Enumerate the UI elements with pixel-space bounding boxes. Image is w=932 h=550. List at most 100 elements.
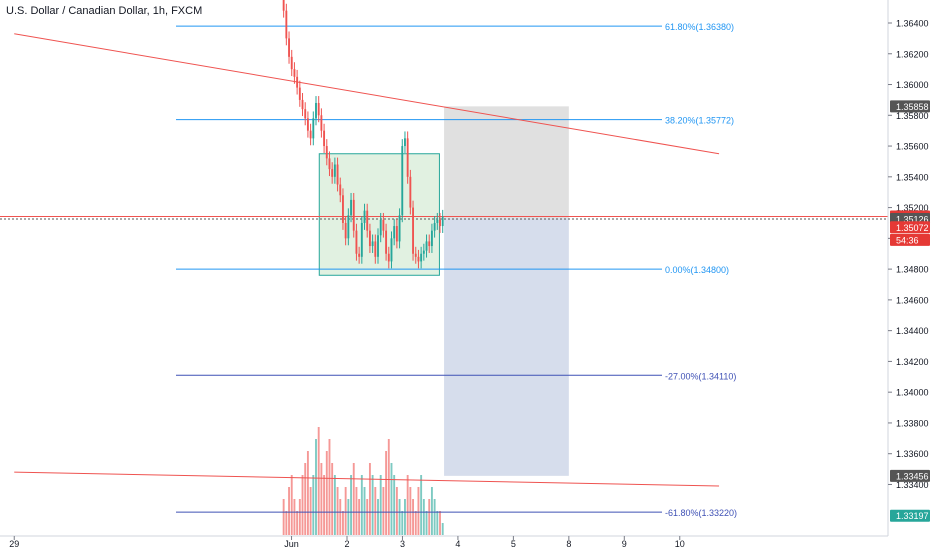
candle-body <box>363 210 366 223</box>
volume-bar <box>425 511 428 535</box>
candle-body <box>347 215 350 239</box>
volume-bar <box>342 511 344 535</box>
volume-bar <box>363 487 366 535</box>
volume-bar <box>430 487 433 535</box>
volume-bar <box>406 475 409 535</box>
candle-body <box>282 0 285 11</box>
volume-bars <box>282 427 444 535</box>
candle-body <box>315 102 317 119</box>
volume-bar <box>441 523 444 535</box>
candle-body <box>360 222 363 257</box>
volume-bar <box>390 463 393 535</box>
price-tag-label: 1.35072 <box>896 223 929 233</box>
candle-body <box>417 256 420 262</box>
candle-body <box>328 158 331 170</box>
fib-level-label: 61.80%(1.36380) <box>665 22 734 32</box>
candle-body <box>344 222 347 239</box>
fib-level-label: -27.00%(1.34110) <box>665 371 736 381</box>
price-tick-label: 1.33800 <box>896 418 929 428</box>
volume-bar <box>293 499 296 535</box>
candle-body <box>304 109 307 119</box>
candle-body <box>368 230 371 247</box>
price-tick-label: 1.36000 <box>896 80 929 90</box>
volume-bar <box>285 511 288 535</box>
price-tag-label: 1.35858 <box>896 102 929 112</box>
volume-bar <box>317 427 320 535</box>
candle-body <box>390 238 393 262</box>
volume-bar <box>387 439 390 535</box>
price-tick-label: 1.35600 <box>896 142 929 152</box>
trendline <box>14 471 720 487</box>
volume-bar <box>358 499 361 535</box>
candle-body <box>414 253 417 257</box>
candles <box>282 0 444 269</box>
candle-body <box>430 230 433 247</box>
candle-body <box>425 241 428 251</box>
time-tick-label: 5 <box>511 539 516 549</box>
candle-body <box>385 230 388 254</box>
volume-bar <box>304 463 307 535</box>
candle-body <box>382 219 385 231</box>
symbol-title[interactable]: U.S. Dollar / Canadian Dollar, 1h, FXCM <box>6 5 203 17</box>
candle-body <box>350 199 352 216</box>
volume-bar <box>290 475 293 535</box>
time-tick-label: 9 <box>622 539 627 549</box>
candle-body <box>285 10 288 39</box>
price-axis[interactable]: 1.36400 1.36200 1.36000 1.35800 1.35600 1.354… <box>887 0 930 536</box>
candle-body <box>296 76 299 88</box>
volume-bar <box>414 511 417 535</box>
volume-bar <box>439 511 441 535</box>
candle-body <box>355 230 358 254</box>
fibonacci-levels[interactable]: 61.80%(1.36380) 38.20%(1.35772) 0.00%(1.34… <box>176 22 737 518</box>
price-tag-box <box>890 469 930 482</box>
price-tick-label: 1.35200 <box>896 203 929 213</box>
candle-body <box>428 241 431 247</box>
candle-body <box>358 253 361 257</box>
candle-body <box>393 226 396 239</box>
candle-body <box>312 118 315 139</box>
position-tool[interactable] <box>444 106 569 476</box>
candle-body <box>352 199 355 231</box>
price-tick-label: 1.34800 <box>896 265 929 275</box>
candle-body <box>395 226 398 242</box>
price-tick-label: 1.34200 <box>896 357 929 367</box>
candle-body <box>404 138 406 147</box>
candle-body <box>342 195 344 223</box>
volume-bar <box>323 475 326 535</box>
time-axis[interactable]: 29 Jun 2 3 4 5 8 9 10 <box>0 535 888 549</box>
price-tag-label: 1.33456 <box>896 471 929 481</box>
candle-body <box>439 219 441 227</box>
candle-body <box>366 210 369 231</box>
price-tick-label: 1.34600 <box>896 295 929 305</box>
fib-level-label: -61.80%(1.33220) <box>665 508 737 518</box>
volume-bar <box>436 511 439 535</box>
volume-bar <box>379 475 382 535</box>
price-tag-box <box>890 100 930 113</box>
candle-body <box>422 250 425 254</box>
candle-body <box>298 87 301 100</box>
volume-bar <box>382 487 385 535</box>
price-tag-box <box>890 221 930 234</box>
candle-body <box>371 241 374 247</box>
candle-body <box>320 115 323 131</box>
volume-bar <box>355 487 358 535</box>
trendline <box>14 33 720 155</box>
candle-body <box>441 216 444 227</box>
candle-body <box>379 219 382 236</box>
fib-level-label: 0.00%(1.34800) <box>665 265 729 275</box>
volume-bar <box>282 499 285 535</box>
volume-bar <box>288 487 290 535</box>
candle-body <box>293 69 296 77</box>
volume-bar <box>331 463 334 535</box>
volume-bar <box>404 499 406 535</box>
volume-bar <box>371 475 374 535</box>
trendlines[interactable] <box>0 33 888 487</box>
candle-body <box>409 176 412 208</box>
volume-bar <box>309 487 312 535</box>
price-tick-label: 1.33600 <box>896 449 929 459</box>
volume-bar <box>420 475 423 535</box>
candle-body <box>290 56 293 70</box>
volume-bar <box>412 499 414 535</box>
range-rectangle[interactable] <box>318 153 440 276</box>
